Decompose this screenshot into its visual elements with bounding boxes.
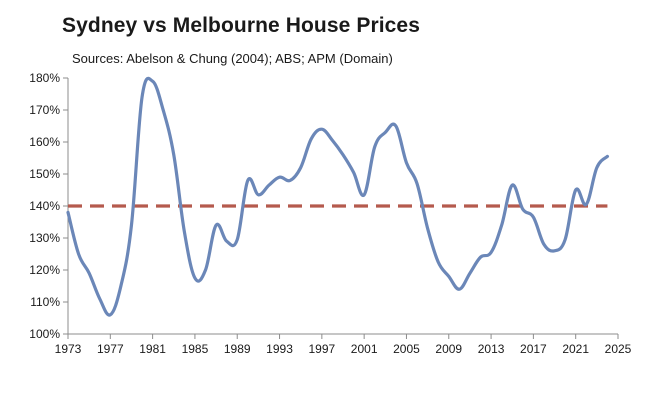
x-tick-label: 1981	[139, 342, 166, 356]
x-tick-label: 2005	[393, 342, 420, 356]
y-tick-label: 170%	[29, 103, 60, 117]
x-tick-label: 2025	[605, 342, 632, 356]
y-tick-label: 160%	[29, 135, 60, 149]
y-tick-label: 120%	[29, 263, 60, 277]
y-tick-label: 140%	[29, 199, 60, 213]
y-axis: 100% 110% 120% 130% 140% 150% 160% 170% 180%	[29, 71, 69, 341]
x-tick-label: 1985	[182, 342, 209, 356]
chart-subtitle: Sources: Abelson & Chung (2004); ABS; AP…	[72, 51, 393, 66]
x-tick-label: 1993	[266, 342, 293, 356]
x-tick-label: 1997	[308, 342, 335, 356]
x-axis: 1973 1977 1981 1985 1989 1993 1997 2001 2005 2009…	[55, 333, 632, 356]
y-tick-label: 180%	[29, 71, 60, 85]
y-tick-label: 130%	[29, 231, 60, 245]
y-tick-label: 100%	[29, 327, 60, 341]
x-tick-label: 2017	[520, 342, 547, 356]
chart-title: Sydney vs Melbourne House Prices	[62, 14, 420, 37]
x-tick-label: 1973	[55, 342, 82, 356]
x-tick-label: 2009	[435, 342, 462, 356]
y-tick-label: 110%	[30, 295, 60, 309]
y-tick-label: 150%	[29, 167, 60, 181]
series-line	[66, 76, 610, 317]
x-tick-label: 1977	[97, 342, 124, 356]
series-lines	[66, 76, 610, 317]
x-tick-label: 2021	[562, 342, 589, 356]
x-tick-label: 2013	[478, 342, 505, 356]
x-tick-label: 2001	[351, 342, 378, 356]
x-tick-label: 1989	[224, 342, 251, 356]
